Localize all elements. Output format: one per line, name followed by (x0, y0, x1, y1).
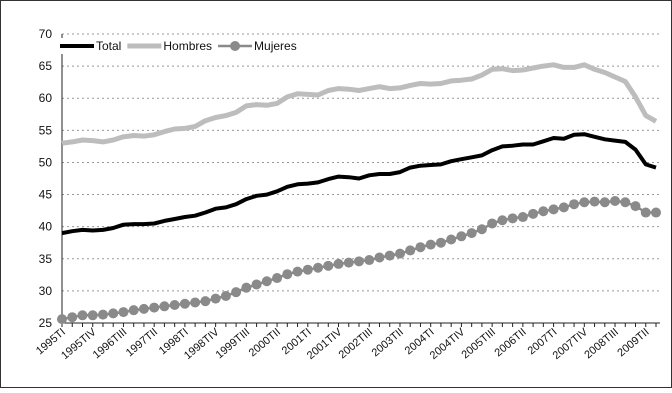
marker (364, 255, 375, 266)
marker (261, 276, 272, 287)
marker (220, 291, 231, 302)
marker (425, 239, 436, 250)
series-line (61, 62, 658, 146)
marker (487, 218, 498, 229)
series-line (61, 132, 657, 236)
marker (118, 307, 129, 318)
marker (313, 262, 324, 273)
y-tick-label: 70 (39, 27, 53, 41)
y-tick-label: 60 (39, 91, 53, 105)
marker (466, 228, 477, 239)
marker (589, 196, 600, 207)
marker (374, 252, 385, 263)
marker (476, 224, 487, 235)
marker (394, 248, 405, 259)
marker (630, 201, 641, 212)
legend-marker (230, 41, 241, 51)
marker (210, 293, 221, 304)
marker (138, 303, 149, 314)
marker (599, 197, 610, 208)
marker (538, 206, 549, 217)
marker (333, 258, 344, 269)
y-tick-label: 40 (39, 220, 53, 234)
y-tick-label: 45 (39, 188, 53, 202)
marker (343, 257, 354, 268)
marker (149, 302, 160, 313)
y-tick-label: 25 (39, 316, 53, 330)
marker (384, 250, 395, 261)
marker (640, 207, 651, 218)
marker (569, 199, 580, 210)
marker (241, 282, 252, 293)
marker (251, 279, 262, 290)
marker (579, 197, 590, 208)
marker (528, 208, 539, 219)
marker (67, 312, 78, 323)
marker (558, 202, 569, 213)
marker (231, 287, 242, 298)
marker (282, 269, 293, 280)
legend-bg (127, 38, 240, 54)
legend-bg (60, 38, 142, 54)
marker (179, 298, 190, 309)
marker (415, 242, 426, 253)
marker (159, 301, 170, 312)
marker (302, 264, 313, 275)
marker (446, 234, 457, 245)
marker (497, 215, 508, 226)
marker (57, 314, 67, 325)
marker (77, 310, 88, 321)
marker (87, 310, 98, 321)
marker (354, 256, 364, 267)
marker (548, 204, 559, 215)
marker (200, 296, 211, 307)
marker (456, 231, 467, 242)
marker (97, 309, 108, 320)
legend-label: Mujeres (254, 39, 297, 53)
legend-bg (218, 38, 331, 54)
marker (651, 207, 661, 218)
marker (272, 273, 283, 284)
legend-label: Hombres (163, 39, 212, 53)
y-tick-label: 50 (39, 155, 53, 169)
marker (435, 237, 446, 248)
marker (507, 213, 518, 224)
legend-label: Total (96, 39, 121, 53)
marker (405, 245, 416, 256)
y-tick-label: 55 (39, 123, 53, 137)
marker (108, 308, 119, 319)
marker (323, 260, 334, 271)
marker (292, 266, 303, 277)
marker (128, 305, 139, 316)
marker (620, 197, 631, 208)
y-tick-label: 30 (39, 284, 53, 298)
marker (169, 300, 180, 311)
marker (517, 212, 528, 223)
y-tick-label: 35 (39, 252, 53, 266)
marker (610, 195, 621, 206)
y-tick-label: 65 (39, 59, 53, 73)
marker (190, 297, 201, 308)
